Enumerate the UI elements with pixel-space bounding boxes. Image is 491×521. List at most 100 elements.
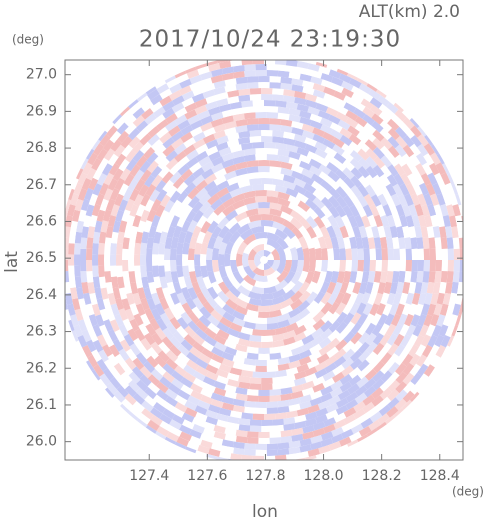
echo-cell <box>250 462 261 466</box>
echo-cell <box>364 368 378 381</box>
echo-cell <box>108 162 120 176</box>
echo-cell <box>269 309 282 318</box>
echo-cell <box>180 339 193 352</box>
echo-cell <box>150 165 163 179</box>
echo-cell <box>378 184 390 197</box>
echo-cell <box>65 271 70 283</box>
echo-cell <box>342 159 355 172</box>
echo-cell <box>99 198 109 212</box>
echo-cell <box>331 83 344 93</box>
echo-cell <box>288 440 301 449</box>
echo-cell <box>442 292 451 305</box>
echo-cell <box>283 131 296 140</box>
echo-cell <box>335 111 349 123</box>
echo-cell <box>255 63 267 71</box>
echo-cell <box>191 417 205 427</box>
echo-cell <box>230 260 239 273</box>
echo-cell <box>125 158 138 172</box>
echo-cell <box>238 381 251 390</box>
echo-cell <box>177 119 191 131</box>
echo-cell <box>206 211 218 225</box>
echo-cell <box>105 281 114 294</box>
echo-cell <box>206 260 214 273</box>
echo-cell <box>336 195 348 209</box>
echo-cell <box>378 111 392 124</box>
echo-cell <box>280 350 293 359</box>
echo-cell <box>417 126 427 137</box>
echo-cell <box>147 382 160 394</box>
echo-cell <box>261 425 273 433</box>
echo-cell <box>358 83 372 94</box>
echo-cell <box>457 281 463 294</box>
echo-cell <box>115 254 123 266</box>
echo-cell <box>423 314 433 327</box>
echo-cell <box>215 368 229 379</box>
echo-cell <box>272 172 285 181</box>
echo-cell <box>191 225 202 239</box>
echo-cell <box>261 419 273 427</box>
echo-cell <box>91 349 102 362</box>
echo-cell <box>399 260 406 272</box>
echo-cell <box>146 152 159 165</box>
echo-cell <box>135 303 146 316</box>
echo-cell <box>264 413 276 421</box>
echo-cell <box>134 265 142 278</box>
echo-cell <box>195 450 207 457</box>
echo-cell <box>119 339 131 352</box>
echo-cell <box>162 287 172 300</box>
echo-cell <box>184 276 193 290</box>
echo-cell <box>310 69 323 79</box>
echo-cell <box>243 321 256 330</box>
echo-cell <box>144 395 157 407</box>
echo-cell <box>132 357 145 371</box>
echo-cell <box>380 361 392 375</box>
echo-cell <box>409 353 421 367</box>
echo-cell <box>222 204 235 217</box>
echo-cell <box>113 362 126 376</box>
echo-cell <box>320 392 333 403</box>
echo-cell <box>277 406 290 414</box>
echo-cell <box>68 231 76 244</box>
echo-cell <box>170 199 182 213</box>
echo-cell <box>416 153 428 166</box>
echo-cell <box>377 282 386 295</box>
echo-cell <box>182 265 190 278</box>
echo-cell <box>293 377 307 387</box>
echo-cell <box>402 135 415 148</box>
echo-cell <box>332 144 345 156</box>
echo-cell <box>372 370 385 383</box>
echo-cell <box>258 82 270 89</box>
echo-cell <box>103 172 115 186</box>
echo-cell <box>109 188 120 201</box>
echo-cell <box>65 237 70 249</box>
echo-cell <box>162 363 175 376</box>
echo-cell <box>285 410 298 419</box>
echo-cell <box>244 406 256 414</box>
echo-cell <box>280 343 293 353</box>
echo-cell <box>78 298 87 311</box>
echo-cell <box>299 444 312 453</box>
echo-cell <box>183 334 197 346</box>
echo-cell <box>252 244 264 253</box>
echo-cell <box>91 369 101 381</box>
echo-cell <box>155 287 165 300</box>
y-tick-label: 26.8 <box>26 140 57 156</box>
echo-cell <box>385 183 397 197</box>
echo-cell <box>414 203 424 217</box>
echo-cell <box>429 344 440 358</box>
echo-cell <box>272 94 284 102</box>
y-unit: (deg) <box>12 33 44 47</box>
plot-frame <box>64 59 464 461</box>
echo-cell <box>436 193 446 206</box>
echo-cell <box>373 156 386 169</box>
echo-cell <box>312 318 326 331</box>
echo-cell <box>196 215 208 229</box>
echo-cell <box>339 225 349 239</box>
echo-cell <box>96 298 106 311</box>
echo-cell <box>143 287 153 300</box>
echo-cell <box>296 451 309 460</box>
echo-cell <box>162 100 175 112</box>
echo-cell <box>315 452 328 459</box>
echo-cell <box>365 281 374 295</box>
echo-cell <box>336 68 349 76</box>
